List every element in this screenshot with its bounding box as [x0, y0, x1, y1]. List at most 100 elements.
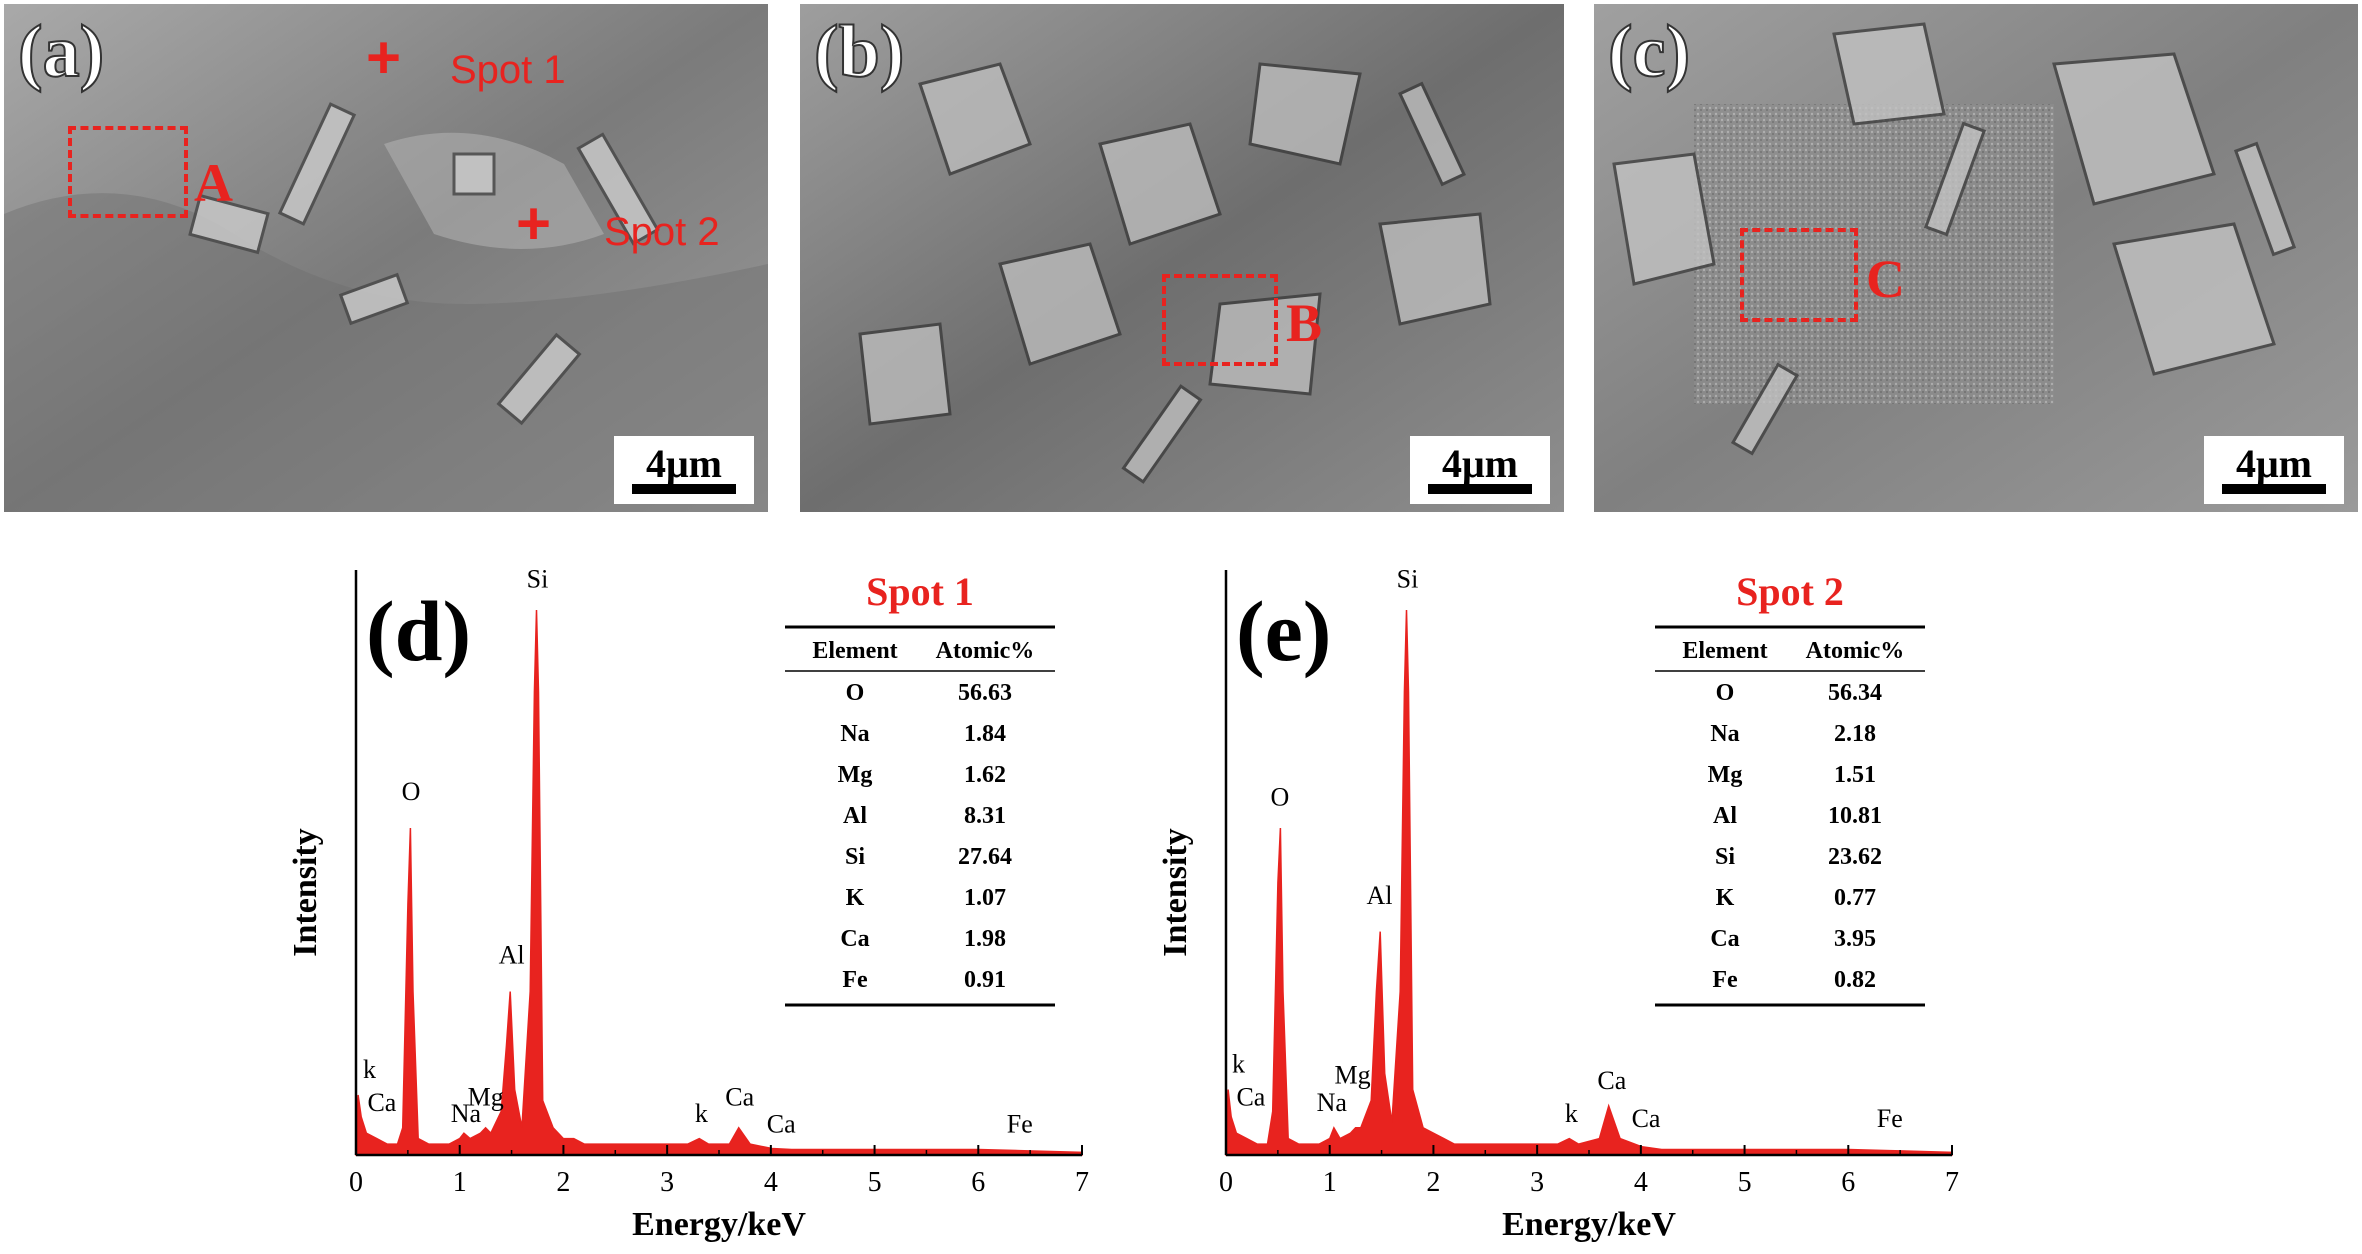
- sem-texture-c: [1594, 4, 2358, 512]
- peak-label-si: Si: [1397, 565, 1419, 594]
- roi-box-c: [1740, 228, 1858, 322]
- table-cell-element: Mg: [1708, 762, 1743, 788]
- x-axis-label: Energy/keV: [632, 1206, 806, 1243]
- table-cell-element: Si: [1715, 844, 1735, 870]
- chart-panel-letter: (e): [1236, 583, 1331, 679]
- roi-label-c: C: [1866, 249, 1905, 309]
- peak-label-al: Al: [499, 941, 525, 970]
- scale-bar-line-c: [2222, 484, 2326, 494]
- spectrum-trace: [355, 609, 1083, 1156]
- scale-bar-label-b: 4μm: [1442, 441, 1518, 486]
- peak-label-k: k: [363, 1055, 376, 1084]
- table-cell-element: Si: [845, 844, 865, 870]
- peak-label-al: Al: [1366, 881, 1392, 910]
- x-tick-label: 7: [1075, 1167, 1089, 1198]
- table-cell-element: K: [846, 885, 865, 911]
- peak-label-mg: Mg: [1334, 1061, 1370, 1090]
- roi-label-a: A: [194, 153, 233, 213]
- peak-label-k: k: [1232, 1050, 1245, 1079]
- table-cell-atomic: 0.82: [1834, 967, 1876, 993]
- table-cell-element: O: [1716, 680, 1735, 706]
- sem-texture-a: [4, 4, 768, 512]
- table-cell-atomic: 3.95: [1834, 926, 1876, 952]
- table-cell-atomic: 10.81: [1828, 803, 1882, 829]
- scale-bar-label-a: 4μm: [646, 441, 722, 486]
- table-cell-element: O: [846, 680, 865, 706]
- table-cell-atomic: 56.34: [1828, 680, 1882, 706]
- x-tick-label: 2: [1426, 1167, 1440, 1198]
- spot-2-label: Spot 2: [604, 210, 720, 254]
- table-cell-atomic: 1.98: [964, 926, 1006, 952]
- sem-texture-b: [800, 4, 1564, 512]
- peak-label-ca: Ca: [767, 1110, 796, 1139]
- spectrum-trace: [1225, 609, 1953, 1156]
- peak-label-fe: Fe: [1877, 1104, 1903, 1133]
- chart-title: Spot 2: [1736, 569, 1844, 614]
- scale-bar-a: 4μm: [614, 436, 754, 504]
- peak-label-ca: Ca: [1597, 1066, 1626, 1095]
- chart-panel-letter: (d): [366, 583, 471, 679]
- table-cell-element: Fe: [1712, 967, 1738, 993]
- peak-label-fe: Fe: [1007, 1110, 1033, 1139]
- table-cell-element: Ca: [1710, 926, 1739, 952]
- x-axis-label: Energy/keV: [1502, 1206, 1676, 1243]
- table-cell-element: Fe: [842, 967, 868, 993]
- table-cell-element: Na: [840, 721, 869, 747]
- peak-label-ca: Ca: [725, 1082, 754, 1111]
- spot-1-label: Spot 1: [450, 48, 566, 92]
- scale-bar-b: 4μm: [1410, 436, 1550, 504]
- x-tick-label: 5: [868, 1167, 882, 1198]
- table-cell-atomic: 27.64: [958, 844, 1012, 870]
- table-cell-atomic: 0.91: [964, 967, 1006, 993]
- table-cell-atomic: 1.62: [964, 762, 1006, 788]
- x-tick-label: 1: [453, 1167, 467, 1198]
- table-header-atomic: Atomic%: [1806, 638, 1905, 664]
- x-tick-label: 2: [556, 1167, 570, 1198]
- scale-bar-label-c: 4μm: [2236, 441, 2312, 486]
- x-tick-label: 0: [1219, 1167, 1233, 1198]
- roi-label-b: B: [1286, 293, 1323, 353]
- table-header-atomic: Atomic%: [936, 638, 1035, 664]
- panel-letter-b: (b): [813, 10, 905, 94]
- spot-2-marker: +: [516, 190, 552, 257]
- table-cell-atomic: 2.18: [1834, 721, 1876, 747]
- table-cell-element: Ca: [840, 926, 869, 952]
- peak-label-mg: Mg: [468, 1082, 504, 1111]
- panel-letter-c: (c): [1607, 10, 1691, 94]
- peak-label-k: k: [1565, 1099, 1578, 1128]
- peak-label-ca: Ca: [367, 1088, 396, 1117]
- roi-box-b: [1162, 274, 1278, 366]
- table-cell-element: K: [1716, 885, 1735, 911]
- spot-1-marker: +: [366, 24, 402, 91]
- y-axis-label: Intensity: [287, 828, 324, 956]
- peak-label-o: O: [1271, 783, 1290, 812]
- table-header-element: Element: [812, 638, 897, 664]
- table-cell-atomic: 56.63: [958, 680, 1012, 706]
- x-tick-label: 1: [1323, 1167, 1337, 1198]
- table-cell-atomic: 1.07: [964, 885, 1006, 911]
- table-cell-element: Al: [843, 803, 867, 829]
- peak-label-na: Na: [1317, 1088, 1348, 1117]
- scale-bar-line-b: [1428, 484, 1532, 494]
- scale-bar-c: 4μm: [2204, 436, 2344, 504]
- peak-label-si: Si: [527, 565, 549, 594]
- table-header-element: Element: [1682, 638, 1767, 664]
- x-tick-label: 5: [1738, 1167, 1752, 1198]
- chart-title: Spot 1: [866, 569, 974, 614]
- peak-label-k: k: [695, 1099, 708, 1128]
- eds-chart-spot-2: 0 1 2 3 4 5 6 7Energy/keVIntensity(e)kCaONaMgAl…: [1157, 565, 1959, 1243]
- panel-letter-a: (a): [17, 10, 105, 94]
- x-tick-label: 6: [1841, 1167, 1855, 1198]
- x-tick-label: 6: [971, 1167, 985, 1198]
- x-tick-label: 0: [349, 1167, 363, 1198]
- eds-chart-spot-1: 0 1 2 3 4 5 6 7Energy/keVIntensity(d)kCaONaMgAl…: [287, 565, 1089, 1243]
- y-axis-label: Intensity: [1157, 828, 1194, 956]
- sem-panel-c: (c) C 4μm: [1594, 4, 2358, 512]
- table-cell-atomic: 1.84: [964, 721, 1006, 747]
- sem-panel-a: (a) A + Spot 1 + Spot 2 4μm: [4, 4, 768, 512]
- table-cell-atomic: 1.51: [1834, 762, 1876, 788]
- table-cell-atomic: 8.31: [964, 803, 1006, 829]
- roi-box-a: [68, 126, 188, 218]
- x-tick-label: 4: [1634, 1167, 1648, 1198]
- table-cell-element: Na: [1710, 721, 1739, 747]
